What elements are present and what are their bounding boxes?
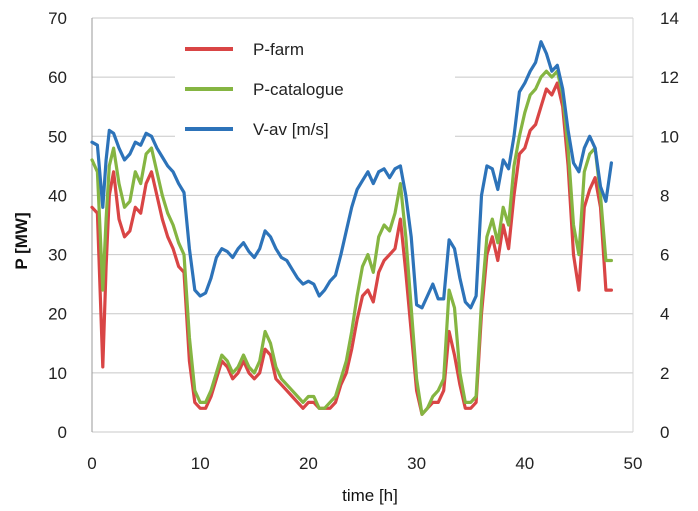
y-tick-label: 10 <box>48 364 67 383</box>
series-line-2 <box>90 40 613 310</box>
y2-tick-label: 10 <box>660 127 679 146</box>
legend-label: P-catalogue <box>253 80 344 99</box>
y2-tick-label: 0 <box>660 423 669 442</box>
x-axis-label: time [h] <box>342 486 398 505</box>
legend-label: V-av [m/s] <box>253 120 329 139</box>
legend-label: P-farm <box>253 40 304 59</box>
right-axis-ticks: 0 2 4 6 8 10 12 14 <box>660 9 679 442</box>
y2-tick-label: 12 <box>660 68 679 87</box>
y2-tick-label: 8 <box>660 186 669 205</box>
series-layer <box>90 40 613 416</box>
y-tick-label: 60 <box>48 68 67 87</box>
left-axis-ticks: 0 10 20 30 40 50 60 70 <box>48 9 67 442</box>
series-line-1 <box>90 69 613 416</box>
x-tick-label: 40 <box>515 454 534 473</box>
x-tick-label: 50 <box>624 454 643 473</box>
x-axis-ticks: 0 10 20 30 40 50 <box>87 454 642 473</box>
y2-tick-label: 14 <box>660 9 679 28</box>
y-tick-label: 50 <box>48 127 67 146</box>
x-tick-label: 0 <box>87 454 96 473</box>
y2-tick-label: 6 <box>660 246 669 265</box>
x-tick-label: 30 <box>407 454 426 473</box>
y-tick-label: 20 <box>48 305 67 324</box>
y-tick-label: 30 <box>48 246 67 265</box>
y2-tick-label: 4 <box>660 305 669 324</box>
legend: P-farm P-catalogue V-av [m/s] <box>175 30 455 150</box>
y-tick-label: 40 <box>48 186 67 205</box>
y-tick-label: 0 <box>58 423 67 442</box>
x-tick-label: 10 <box>191 454 210 473</box>
x-tick-label: 20 <box>299 454 318 473</box>
y2-tick-label: 2 <box>660 364 669 383</box>
y-tick-label: 70 <box>48 9 67 28</box>
series-line-0 <box>90 81 613 416</box>
y-axis-label: P [MW] <box>12 212 31 269</box>
